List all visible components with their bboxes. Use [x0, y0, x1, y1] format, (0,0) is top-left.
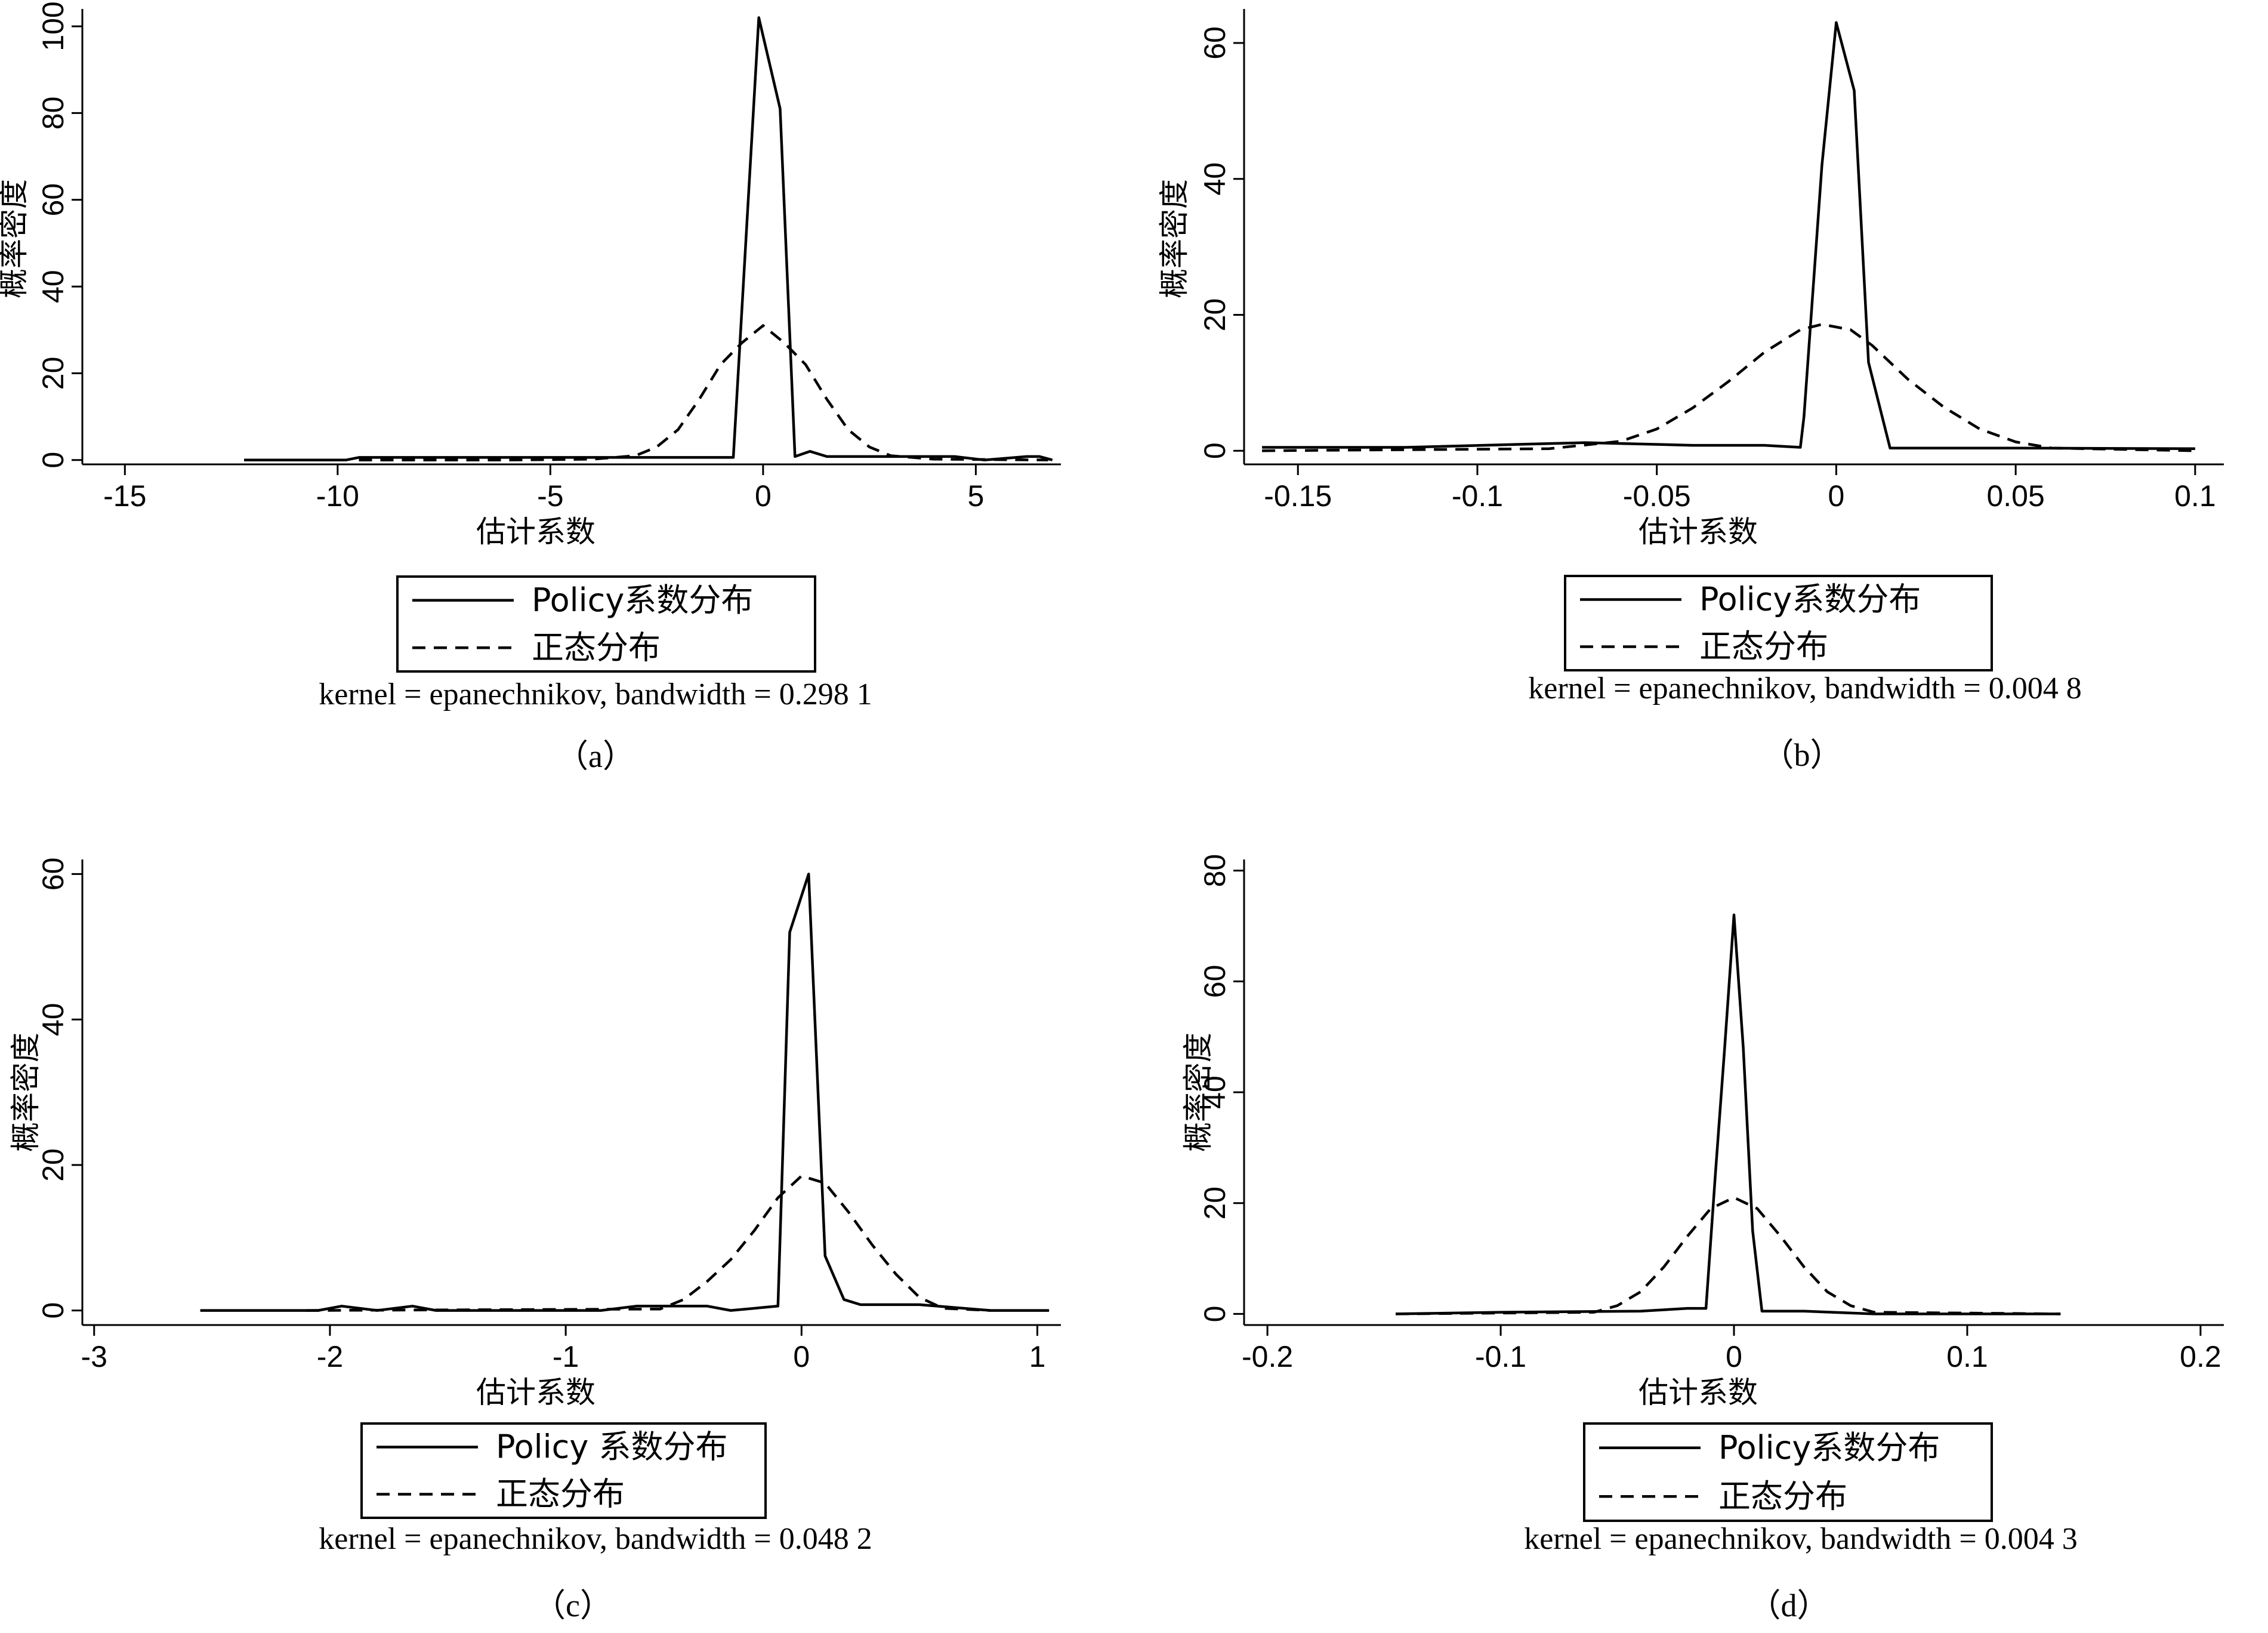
y-axis-title: 概率密度 [1181, 1033, 1215, 1152]
x-tick-label: -0.1 [1475, 1340, 1526, 1373]
x-tick-label: 0 [1726, 1340, 1742, 1373]
legend-label-normal: 正态分布 [1699, 628, 1828, 665]
y-axis-title: 概率密度 [1157, 179, 1192, 298]
legend-label-policy: Policy系数分布 [1699, 581, 1921, 618]
x-tick-label: -0.2 [1242, 1340, 1293, 1373]
y-tick-label: 60 [36, 858, 70, 891]
legend-label-policy: Policy系数分布 [532, 581, 753, 619]
y-tick-label: 0 [36, 1302, 70, 1319]
y-tick-label: 20 [36, 357, 70, 390]
policy-coefficient-line [1396, 913, 2061, 1315]
x-tick-label: 0.2 [2180, 1340, 2221, 1373]
kernel-note: kernel = epanechnikov, bandwidth = 0.004… [1528, 671, 2082, 705]
y-tick-label: 40 [36, 1003, 70, 1036]
kernel-note: kernel = epanechnikov, bandwidth = 0.298… [319, 677, 872, 711]
normal-distribution-line [359, 323, 1048, 461]
y-axis-title: 概率密度 [0, 179, 31, 298]
y-tick-label: 60 [1198, 26, 1232, 60]
x-tick-label: -2 [317, 1340, 343, 1373]
legend-label-normal: 正态分布 [496, 1475, 625, 1513]
legend-label-policy: Policy 系数分布 [496, 1428, 728, 1466]
y-tick-label: 100 [36, 1, 70, 51]
legend-box [360, 1422, 767, 1519]
policy-coefficient-line [244, 16, 1053, 461]
x-tick-label: -10 [316, 479, 359, 513]
y-tick-label: 80 [1198, 854, 1232, 888]
x-tick-label: 0.1 [1946, 1340, 1988, 1373]
y-tick-label: 20 [1198, 1187, 1232, 1220]
x-tick-label: 5 [967, 479, 984, 513]
x-tick-label: -0.15 [1264, 479, 1332, 513]
x-tick-label: 1 [1029, 1340, 1046, 1373]
x-tick-label: -5 [537, 479, 563, 513]
y-tick-label: 0 [1198, 442, 1232, 459]
legend-label-policy: Policy系数分布 [1718, 1429, 1940, 1466]
y-tick-label: 0 [1198, 1306, 1232, 1323]
y-tick-label: 0 [36, 452, 70, 469]
x-axis-title: 估计系数 [1638, 1375, 1758, 1410]
x-tick-label: 0 [793, 1340, 810, 1373]
x-tick-label: -15 [103, 479, 146, 513]
x-tick-label: -0.1 [1452, 479, 1503, 513]
x-tick-label: 0.1 [2174, 479, 2216, 513]
x-tick-label: 0.05 [1986, 479, 2044, 513]
x-tick-label: -0.05 [1623, 479, 1691, 513]
x-axis-title: 估计系数 [476, 514, 595, 549]
y-tick-label: 20 [36, 1148, 70, 1182]
y-tick-label: 60 [1198, 965, 1232, 998]
y-tick-label: 40 [1198, 1076, 1232, 1109]
panel-caption: （d） [1749, 1588, 1829, 1623]
panel-b: 0 20 40 60 -0.15 -0.1 -0.05 0 0.05 0.1 估计系数 概率密度 Pol… [1157, 9, 2224, 773]
x-tick-label: 0 [1828, 479, 1845, 513]
y-tick-label: 40 [36, 270, 70, 303]
x-axis-title: 估计系数 [1638, 514, 1758, 549]
x-tick-label: -3 [81, 1340, 107, 1373]
y-axis-title: 概率密度 [8, 1033, 43, 1152]
kernel-note: kernel = epanechnikov, bandwidth = 0.048… [319, 1522, 872, 1556]
policy-coefficient-line [1262, 21, 2195, 451]
y-tick-label: 80 [36, 97, 70, 130]
policy-coefficient-line [200, 873, 1050, 1312]
legend-label-normal: 正态分布 [532, 628, 661, 666]
normal-distribution-line [306, 1174, 990, 1312]
kernel-note: kernel = epanechnikov, bandwidth = 0.004… [1524, 1522, 2078, 1556]
panel-d: 0 20 40 60 80 -0.2 -0.1 0 0.1 0.2 估计系数 概率密度 Policy系数… [1181, 854, 2224, 1623]
legend-box [1564, 575, 1993, 671]
legend-box [396, 575, 816, 673]
y-tick-label: 60 [36, 183, 70, 217]
panel-caption: （b） [1762, 737, 1843, 773]
normal-distribution-line [1396, 1196, 2061, 1315]
x-axis-title: 估计系数 [476, 1375, 595, 1410]
legend-label-normal: 正态分布 [1718, 1477, 1847, 1515]
normal-distribution-line [1262, 323, 2195, 452]
y-tick-label: 40 [1198, 162, 1232, 196]
x-tick-label: -1 [553, 1340, 579, 1373]
x-tick-label: 0 [755, 479, 772, 513]
panel-caption: （a） [556, 738, 635, 774]
legend-box [1583, 1422, 1993, 1522]
panel-a: 0 20 40 60 80 100 -15 -10 -5 0 5 估计系数 概率密度 Policy系数分布… [0, 1, 1061, 774]
y-tick-label: 20 [1198, 298, 1232, 332]
panel-caption: （c） [533, 1588, 612, 1623]
